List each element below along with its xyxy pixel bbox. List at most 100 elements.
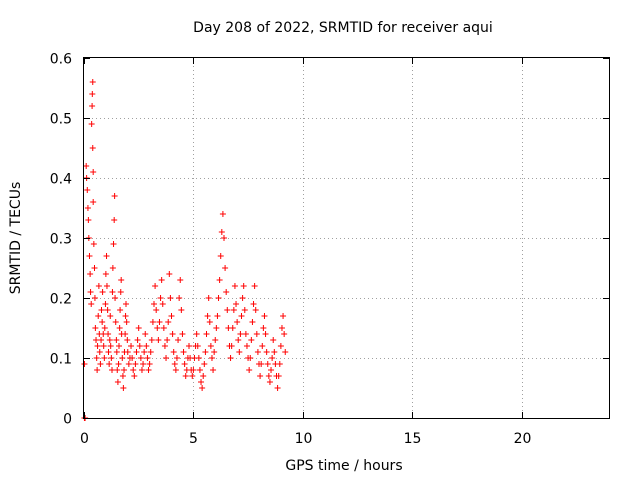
data-point bbox=[106, 361, 113, 367]
data-point bbox=[222, 265, 229, 271]
data-point bbox=[181, 361, 188, 367]
data-point bbox=[120, 385, 127, 391]
data-point bbox=[243, 343, 250, 349]
data-point bbox=[151, 301, 157, 307]
data-point bbox=[218, 229, 225, 235]
data-point bbox=[144, 355, 151, 361]
data-point bbox=[124, 337, 131, 343]
data-point bbox=[154, 325, 161, 331]
data-point bbox=[275, 373, 282, 379]
y-tick-label: 0.5 bbox=[50, 112, 72, 128]
x-tick-label: 5 bbox=[189, 431, 198, 447]
data-point bbox=[200, 373, 207, 379]
data-point bbox=[85, 217, 92, 223]
data-point bbox=[142, 331, 149, 337]
y-tick-label: 0.1 bbox=[50, 352, 72, 368]
data-point bbox=[125, 361, 132, 367]
data-point bbox=[158, 277, 165, 283]
data-point bbox=[102, 301, 109, 307]
plot-frame bbox=[83, 57, 610, 419]
data-point bbox=[223, 289, 230, 295]
data-point bbox=[87, 271, 94, 277]
data-point bbox=[173, 355, 180, 361]
x-axis-label: GPS time / hours bbox=[285, 458, 402, 474]
data-point bbox=[242, 331, 249, 337]
data-point bbox=[86, 253, 93, 259]
data-point bbox=[109, 367, 115, 373]
data-point bbox=[178, 307, 185, 313]
data-point bbox=[253, 331, 260, 337]
data-point bbox=[204, 313, 211, 319]
data-point bbox=[207, 343, 214, 349]
data-point bbox=[271, 349, 278, 355]
data-point bbox=[96, 349, 103, 355]
data-point bbox=[134, 337, 141, 343]
data-point bbox=[101, 355, 108, 361]
data-point bbox=[241, 307, 248, 313]
data-point bbox=[210, 367, 217, 373]
data-point bbox=[111, 193, 118, 199]
data-point bbox=[83, 163, 90, 169]
data-point bbox=[179, 331, 186, 337]
data-point bbox=[176, 295, 183, 301]
data-point bbox=[109, 289, 116, 295]
data-point bbox=[171, 361, 178, 367]
data-point bbox=[237, 331, 244, 337]
data-point bbox=[161, 343, 168, 349]
data-point bbox=[239, 295, 246, 301]
data-point bbox=[89, 103, 96, 109]
data-point bbox=[233, 301, 240, 307]
x-tick-label: 0 bbox=[80, 431, 89, 447]
data-point bbox=[92, 325, 99, 331]
data-point bbox=[119, 355, 126, 361]
data-point bbox=[133, 349, 140, 355]
data-point bbox=[135, 325, 142, 331]
data-point bbox=[166, 271, 173, 277]
data-point bbox=[114, 379, 121, 385]
data-point bbox=[152, 283, 159, 289]
data-point bbox=[270, 337, 277, 343]
data-point bbox=[84, 187, 91, 193]
data-point bbox=[177, 277, 184, 283]
y-tick-label: 0 bbox=[63, 412, 72, 428]
data-point bbox=[195, 355, 202, 361]
data-point bbox=[101, 325, 108, 331]
data-point bbox=[248, 337, 255, 343]
data-point bbox=[157, 295, 164, 301]
x-tick-label: 20 bbox=[514, 431, 532, 447]
data-point bbox=[252, 307, 259, 313]
data-point bbox=[98, 307, 105, 313]
data-point bbox=[122, 331, 129, 337]
data-point bbox=[141, 349, 148, 355]
data-point bbox=[84, 205, 91, 211]
data-point bbox=[227, 355, 234, 361]
data-point bbox=[229, 325, 236, 331]
data-point bbox=[132, 361, 139, 367]
data-point bbox=[145, 367, 152, 373]
data-point bbox=[111, 217, 118, 223]
data-point bbox=[88, 301, 95, 307]
data-point bbox=[89, 79, 96, 85]
data-point bbox=[112, 319, 119, 325]
data-point bbox=[160, 325, 167, 331]
data-point bbox=[213, 325, 220, 331]
data-point bbox=[180, 349, 187, 355]
data-point bbox=[276, 361, 283, 367]
data-point bbox=[281, 331, 288, 337]
data-point bbox=[128, 343, 135, 349]
x-tick-label: 10 bbox=[295, 431, 313, 447]
data-point bbox=[102, 271, 109, 277]
data-point bbox=[199, 385, 206, 391]
data-point bbox=[112, 295, 119, 301]
data-point bbox=[246, 367, 253, 373]
data-point bbox=[216, 277, 223, 283]
data-point bbox=[182, 373, 189, 379]
data-point bbox=[131, 373, 138, 379]
data-point bbox=[238, 313, 245, 319]
data-point bbox=[90, 199, 97, 205]
data-point bbox=[113, 349, 120, 355]
data-point bbox=[236, 349, 243, 355]
data-point bbox=[196, 367, 203, 373]
data-point bbox=[89, 91, 96, 97]
data-point bbox=[90, 241, 97, 247]
